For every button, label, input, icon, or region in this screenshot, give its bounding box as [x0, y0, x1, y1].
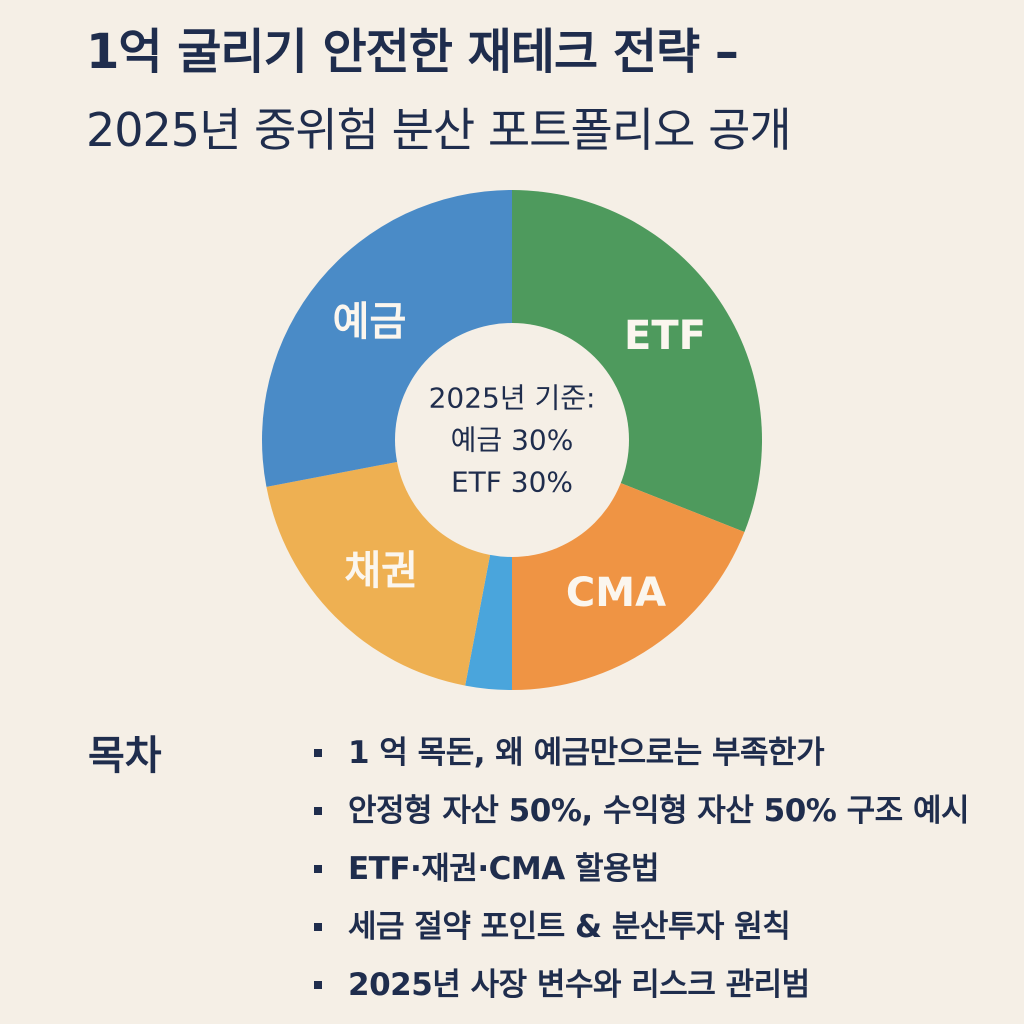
- toc-item: 안정형 자산 50%, 수익형 자산 50% 구조 예시: [310, 786, 970, 844]
- bullet-icon: [314, 981, 322, 989]
- toc-item-text: ETF·재권·CMA 할용법: [348, 851, 660, 887]
- center-text-line: 예금 30%: [451, 424, 574, 457]
- donut-hole: [395, 323, 629, 557]
- toc-item: 2025년 사장 변수와 리스크 관리범: [310, 960, 969, 1018]
- slice-label: 예금: [333, 299, 407, 345]
- chart-center-text: 2025년 기준: 예금 30% ETF 30%: [429, 382, 596, 499]
- bullet-icon: [314, 865, 322, 873]
- slice-label: ETF: [624, 313, 706, 359]
- toc-item: 세금 절약 포인트 & 분산투자 원칙: [310, 902, 969, 960]
- toc-item: 1 억 목돈, 왜 예금만으로는 부족한가: [310, 728, 969, 786]
- slice-label: 채권: [344, 548, 418, 594]
- bullet-icon: [314, 807, 322, 815]
- toc-item-text: 안정형 자산 50%, 수익형 자산 50% 구조 예시: [348, 793, 970, 829]
- toc-heading: 목차: [88, 733, 162, 779]
- center-text-line: ETF 30%: [451, 466, 573, 499]
- chart-slice-labels: ETF CMA 채권 예금: [333, 299, 706, 616]
- toc-list: 1 억 목돈, 왜 예금만으로는 부족한가 안정형 자산 50%, 수익형 자산…: [310, 728, 970, 1018]
- bullet-icon: [314, 749, 322, 757]
- toc-item-text: 2025년 사장 변수와 리스크 관리범: [348, 967, 810, 1003]
- toc-item-text: 1 억 목돈, 왜 예금만으로는 부족한가: [348, 735, 825, 771]
- toc-item-text: 세금 절약 포인트 & 분산투자 원칙: [348, 909, 791, 945]
- slice-label: CMA: [566, 570, 666, 616]
- page-title: 1억 굴리기 안전한 재테크 전략 –: [86, 24, 739, 80]
- page-subtitle: 2025년 중위험 분산 포트폴리오 공개: [86, 103, 792, 157]
- center-text-line: 2025년 기준:: [429, 382, 596, 415]
- toc-item: ETF·재권·CMA 할용법: [310, 844, 969, 902]
- bullet-icon: [314, 923, 322, 931]
